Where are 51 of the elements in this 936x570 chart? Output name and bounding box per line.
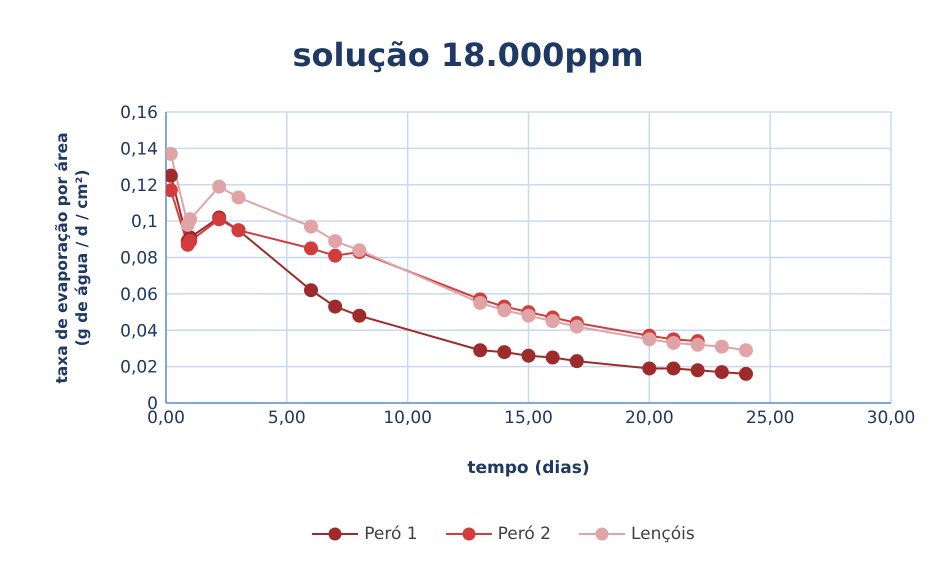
y-tick-label: 0,1 — [130, 212, 158, 232]
y-tick-label: 0,02 — [120, 358, 158, 378]
point — [232, 190, 246, 204]
x-tick-label: 5,00 — [268, 408, 306, 428]
x-tick-label: 30,00 — [866, 408, 916, 428]
point — [183, 234, 198, 248]
point — [666, 361, 680, 376]
point — [352, 308, 366, 323]
y-tick-label: 0,14 — [120, 139, 158, 160]
point — [570, 354, 584, 368]
point — [714, 340, 729, 354]
x-axis-title: tempo (dias) — [466, 458, 591, 478]
point — [690, 338, 705, 352]
point — [473, 296, 488, 310]
y-tick-label: 0,12 — [120, 176, 158, 196]
x-tick-label: 25,00 — [746, 408, 795, 428]
point — [183, 212, 198, 226]
point — [522, 348, 536, 363]
point — [546, 314, 560, 328]
point — [473, 343, 488, 358]
legend-label: Peró 1 — [364, 524, 418, 544]
x-tick-label: 10,00 — [383, 408, 432, 428]
legend-label: Lençóis — [630, 524, 695, 544]
y-tick-label: 0,08 — [120, 248, 158, 269]
point — [546, 350, 560, 365]
point — [739, 343, 753, 358]
y-tick-label: 0,16 — [120, 103, 158, 124]
point — [328, 234, 342, 248]
point — [739, 366, 753, 381]
point — [522, 308, 536, 323]
x-tick-label: 20,00 — [624, 408, 674, 428]
point — [570, 320, 584, 334]
point — [690, 363, 705, 378]
legend-label: Peró 2 — [498, 524, 551, 544]
point — [642, 361, 656, 376]
point — [642, 332, 656, 346]
y-tick-label: 0,06 — [120, 284, 158, 305]
point — [328, 300, 342, 314]
point — [328, 248, 342, 263]
point — [304, 220, 318, 234]
point — [714, 365, 729, 380]
point — [304, 283, 318, 298]
x-tick-label: 15,00 — [504, 408, 553, 428]
point — [212, 180, 226, 194]
y-axis-title: taxa de evaporação por área (g de água / d / cm²) — [52, 132, 92, 384]
point — [666, 336, 680, 350]
chart-title: solução 18.000ppm — [291, 36, 645, 74]
y-tick-label: 0,04 — [120, 321, 158, 342]
point — [497, 303, 512, 318]
point — [304, 241, 318, 256]
point — [497, 345, 512, 360]
